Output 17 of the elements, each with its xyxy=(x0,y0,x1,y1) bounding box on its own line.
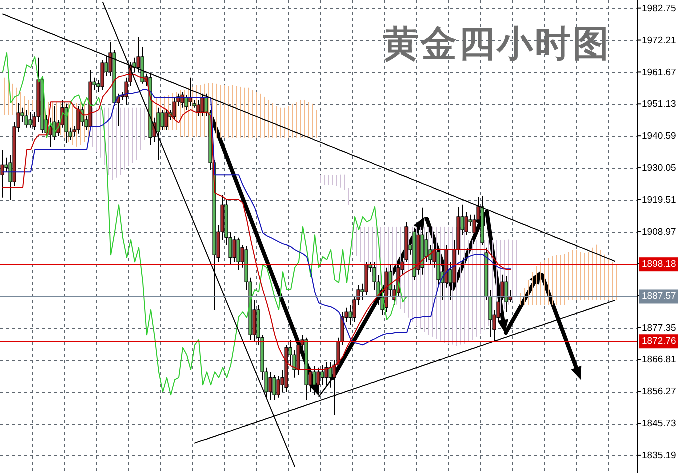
y-tick-label: 1951.13 xyxy=(642,99,676,110)
y-tick-label: 1961.67 xyxy=(642,67,676,78)
y-tick-label: 1845.73 xyxy=(642,418,676,430)
ref-line-label: 1887.57 xyxy=(642,291,676,302)
ref-line-label: 1872.76 xyxy=(642,336,676,348)
y-tick-label: 1982.75 xyxy=(642,3,676,14)
y-tick-label: 1877.35 xyxy=(642,322,676,334)
y-tick-label: 1919.51 xyxy=(642,194,676,206)
y-tick-label: 1940.59 xyxy=(642,131,676,142)
ref-line-label: 1898.18 xyxy=(642,259,676,270)
text: 黄金四小时图 xyxy=(383,23,611,65)
y-tick-label: 1866.81 xyxy=(642,354,676,366)
y-tick-label: 1972.21 xyxy=(642,35,676,46)
y-tick-label: 1835.19 xyxy=(642,450,676,462)
y-tick-label: 1930.05 xyxy=(642,163,676,174)
y-tick-label: 1908.97 xyxy=(642,226,676,238)
y-tick-label: 1856.27 xyxy=(642,386,676,398)
